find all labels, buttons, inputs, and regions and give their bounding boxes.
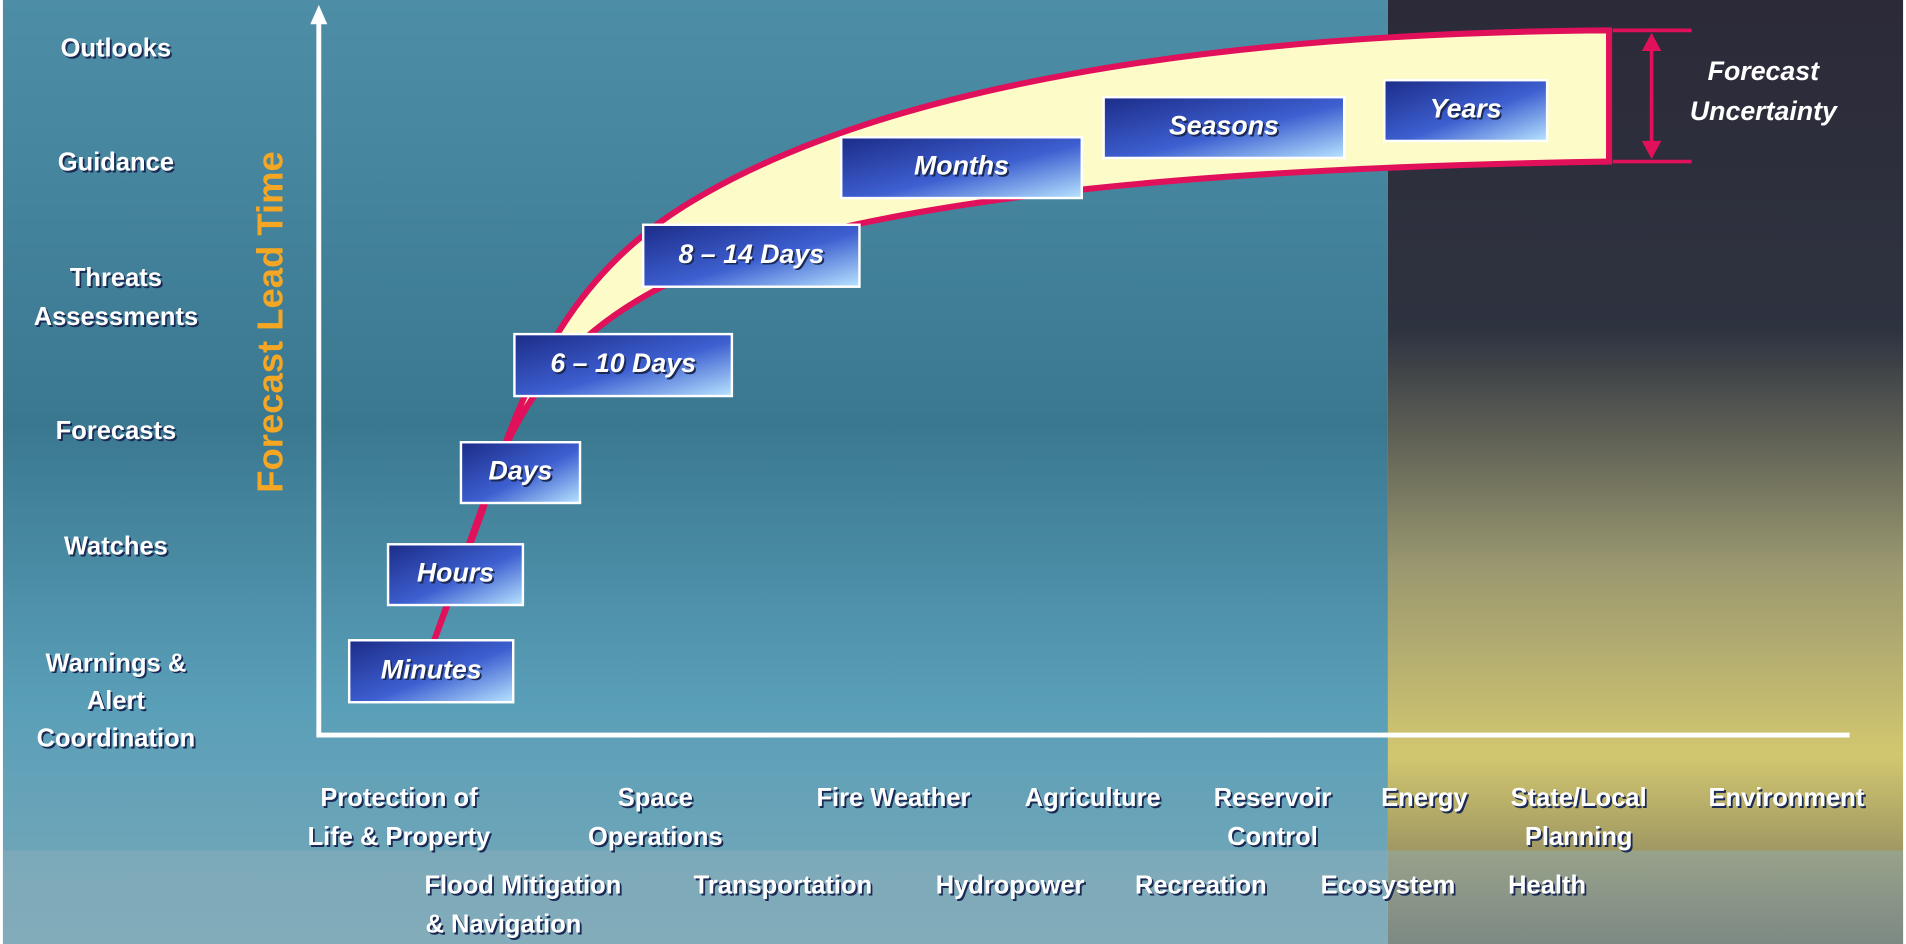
product-label: Watches — [64, 533, 168, 561]
sector-label: Fire Weather — [816, 784, 970, 812]
sector-label: Space — [618, 784, 693, 812]
sector-label: State/Local — [1511, 784, 1647, 812]
sector-label: Flood Mitigation — [424, 872, 621, 900]
sector-label: Life & Property — [308, 823, 492, 851]
lead-time-label: 6 – 10 Days — [550, 348, 696, 378]
sector-label: Protection of — [320, 784, 478, 812]
lead-time-label: Seasons — [1169, 111, 1279, 141]
sector-label: Reservoir — [1214, 784, 1332, 812]
sector-label: Recreation — [1135, 872, 1267, 900]
product-label: Assessments — [34, 303, 198, 331]
axis-title: Forecast Lead Time — [249, 151, 290, 493]
sector-label: Health — [1508, 872, 1586, 900]
sector-label: Agriculture — [1025, 784, 1161, 812]
diagram: Forecast Lead Time OutlooksOutlooksGuida… — [0, 0, 1906, 944]
sector-label: Planning — [1525, 823, 1633, 851]
uncertainty-label: Forecast — [1708, 56, 1820, 86]
sector-label: Energy — [1381, 784, 1468, 812]
product-label: Forecasts — [56, 417, 176, 445]
lead-time-label: 8 – 14 Days — [679, 239, 825, 269]
product-label: Warnings & — [46, 649, 187, 677]
sector-label: & Navigation — [426, 911, 582, 939]
product-label: Guidance — [58, 149, 174, 177]
lead-time-label: Months — [914, 151, 1009, 181]
product-label: Threats — [70, 264, 162, 292]
sector-label: Control — [1227, 823, 1318, 851]
lead-time-label: Minutes — [381, 654, 482, 684]
sector-label: Environment — [1709, 784, 1865, 812]
sector-label: Ecosystem — [1321, 872, 1456, 900]
product-label: Alert — [87, 687, 146, 715]
product-label: Coordination — [37, 725, 196, 753]
sector-label: Operations — [588, 823, 723, 851]
uncertainty-label: Uncertainty — [1690, 96, 1838, 126]
product-label: Outlooks — [61, 35, 172, 63]
sector-label: Hydropower — [936, 872, 1085, 900]
lead-time-label: Days — [489, 456, 553, 486]
lead-time-label: Hours — [417, 558, 494, 588]
page: {"axis_title": "Forecast Lead Time", "pr… — [0, 0, 1906, 944]
lead-time-label: Years — [1430, 94, 1502, 124]
sector-label: Transportation — [694, 872, 873, 900]
